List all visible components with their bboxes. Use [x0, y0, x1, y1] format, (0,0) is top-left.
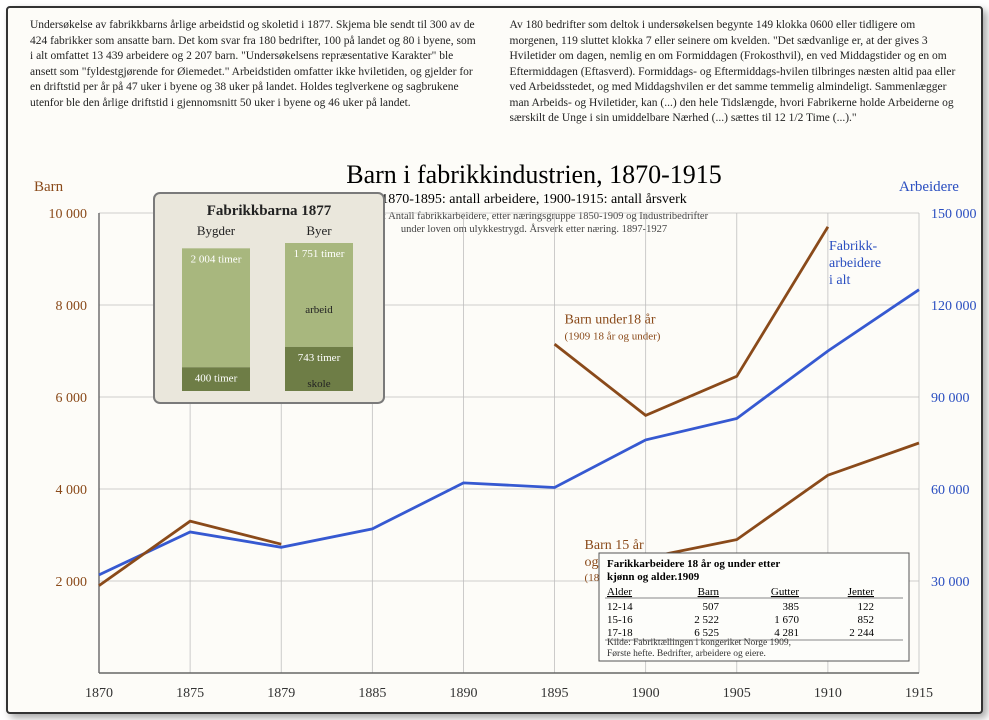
chart-area: Barn i fabrikkindustrien, 1870-1915 1870-… [24, 153, 965, 698]
svg-text:Byer: Byer [306, 223, 332, 238]
svg-text:Barn: Barn [698, 586, 720, 598]
svg-text:10 000: 10 000 [49, 207, 88, 222]
svg-text:120 000: 120 000 [931, 299, 977, 314]
svg-text:1895: 1895 [541, 686, 569, 701]
svg-text:skole: skole [307, 378, 330, 390]
svg-text:Barn i fabrikkindustrien, 1870: Barn i fabrikkindustrien, 1870-1915 [346, 160, 722, 189]
svg-text:kjønn og alder.1909: kjønn og alder.1909 [607, 571, 700, 583]
svg-text:Farikkarbeidere 18 år og under: Farikkarbeidere 18 år og under etter [607, 558, 780, 570]
svg-text:1890: 1890 [449, 686, 477, 701]
svg-text:1910: 1910 [814, 686, 842, 701]
svg-text:4 000: 4 000 [56, 483, 88, 498]
svg-text:2 244: 2 244 [849, 627, 874, 639]
svg-text:1870: 1870 [85, 686, 113, 701]
chart-svg: Barn i fabrikkindustrien, 1870-1915 1870-… [24, 153, 981, 713]
intro-left: Undersøkelse av fabrikkbarns årlige arbe… [30, 18, 480, 127]
svg-text:1900: 1900 [632, 686, 660, 701]
svg-text:Bygder: Bygder [197, 223, 236, 238]
intro-right: Av 180 bedrifter som deltok i undersøkel… [510, 18, 960, 127]
svg-text:1870-1895: antall arbeidere, 1: 1870-1895: antall arbeidere, 1900-1915: … [381, 192, 687, 207]
svg-text:12-14: 12-14 [607, 601, 633, 613]
svg-text:Barn: Barn [34, 179, 64, 195]
svg-text:Arbeidere: Arbeidere [899, 179, 959, 195]
svg-text:1885: 1885 [358, 686, 386, 701]
svg-text:8 000: 8 000 [56, 299, 88, 314]
svg-text:400 timer: 400 timer [195, 372, 238, 384]
svg-text:2 000: 2 000 [56, 575, 88, 590]
svg-text:Første hefte. Bedrifter, arbei: Første hefte. Bedrifter, arbeidere og ei… [607, 648, 766, 659]
svg-text:1 670: 1 670 [774, 614, 799, 626]
svg-text:1905: 1905 [723, 686, 751, 701]
svg-text:60 000: 60 000 [931, 483, 970, 498]
svg-text:arbeidere: arbeidere [829, 256, 881, 271]
svg-text:under loven om ulykkestrygd. Å: under loven om ulykkestrygd. Årsverk ett… [401, 223, 667, 235]
svg-text:1 751 timer: 1 751 timer [294, 248, 345, 260]
svg-text:i alt: i alt [829, 273, 850, 288]
svg-text:Barn 15 år: Barn 15 år [585, 538, 644, 553]
svg-text:arbeid: arbeid [305, 304, 333, 316]
svg-text:385: 385 [783, 601, 800, 613]
svg-text:Jenter: Jenter [848, 586, 875, 598]
svg-text:743 timer: 743 timer [298, 352, 341, 364]
svg-text:30 000: 30 000 [931, 575, 970, 590]
svg-text:2 004 timer: 2 004 timer [191, 253, 242, 265]
svg-text:1915: 1915 [905, 686, 933, 701]
svg-text:Fabrikkbarna 1877: Fabrikkbarna 1877 [207, 203, 332, 219]
svg-text:122: 122 [858, 601, 875, 613]
svg-text:Barn under18 år: Barn under18 år [565, 312, 656, 327]
svg-text:Alder: Alder [607, 586, 632, 598]
svg-text:1875: 1875 [176, 686, 204, 701]
svg-text:Kilde: Fabriktællingen i konge: Kilde: Fabriktællingen i kongeriket Norg… [607, 638, 791, 648]
svg-text:1879: 1879 [267, 686, 295, 701]
svg-text:15-16: 15-16 [607, 614, 633, 626]
svg-text:507: 507 [703, 601, 720, 613]
svg-text:6 000: 6 000 [56, 391, 88, 406]
svg-text:(1909 18 år og under): (1909 18 år og under) [565, 330, 661, 342]
svg-text:Gutter: Gutter [771, 586, 799, 598]
figure-frame: Undersøkelse av fabrikkbarns årlige arbe… [6, 6, 983, 714]
svg-text:852: 852 [858, 614, 875, 626]
svg-text:2 522: 2 522 [694, 614, 719, 626]
svg-text:90 000: 90 000 [931, 391, 970, 406]
svg-text:150 000: 150 000 [931, 207, 977, 222]
svg-text:Fabrikk-: Fabrikk- [829, 239, 878, 254]
intro-columns: Undersøkelse av fabrikkbarns årlige arbe… [8, 8, 981, 127]
